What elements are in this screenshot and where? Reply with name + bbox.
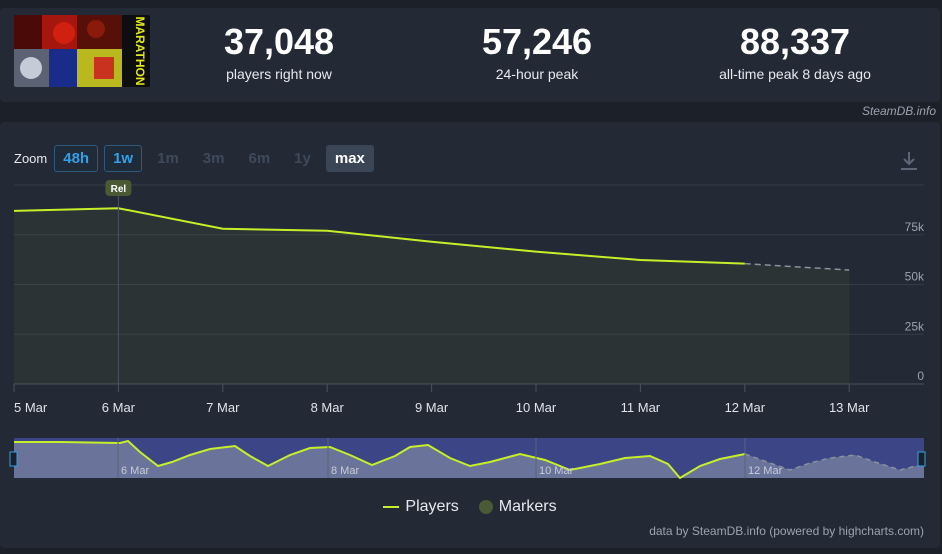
marker-badge <box>105 180 132 196</box>
navigator-tick-label: 8 Mar <box>331 465 359 477</box>
all-time-peak-stat: 88,337 all-time peak 8 days ago <box>675 21 915 83</box>
x-tick-label: 5 Mar <box>14 400 48 415</box>
legend-markers-swatch <box>478 500 493 514</box>
players-now-stat: 37,048 players right now <box>159 21 399 83</box>
navigator-tick-label: 10 Mar <box>539 465 574 477</box>
navigator-projection <box>744 453 925 471</box>
marker-label: Rel <box>111 184 127 195</box>
legend-players[interactable]: Players <box>383 498 459 516</box>
x-tick-label: 12 Mar <box>725 400 766 415</box>
navigator-handle <box>9 451 18 467</box>
legend-markers[interactable]: Markers <box>478 498 557 516</box>
zoom-label: Zoom <box>14 151 48 166</box>
legend-markers-label: Markers <box>498 498 557 515</box>
zoom-1y-button[interactable]: 1y <box>294 150 311 167</box>
players-area <box>14 208 850 384</box>
zoom-max-button[interactable]: max <box>325 145 374 172</box>
x-tick-label: 13 Mar <box>829 400 870 415</box>
x-axis-labels: 5 Mar 6 Mar 7 Mar 8 Mar 9 Mar 10 Mar 11 Mar 12 … <box>14 400 870 415</box>
zoom-controls: Zoom 48h 1w 1m 3m 6m 1y max <box>14 145 380 172</box>
projection-line <box>744 262 850 271</box>
x-tick-label: 6 Mar <box>102 400 136 415</box>
navigator-line <box>14 439 746 480</box>
players-line <box>13 207 745 265</box>
chart-plot: Rel <box>13 180 850 384</box>
x-tick-label: 9 Mar <box>415 400 449 415</box>
players-now-value: 37,048 <box>223 21 335 62</box>
y-tick-label: 0 <box>917 369 924 383</box>
steamdb-credit[interactable]: SteamDB.info <box>861 104 936 118</box>
legend-players-swatch <box>383 506 400 508</box>
y-tick-label: 75k <box>905 220 925 234</box>
download-icon[interactable] <box>898 150 920 172</box>
game-cover-image[interactable]: MARATHON <box>14 15 150 87</box>
y-tick-label: 50k <box>905 270 925 284</box>
x-tick-label: 10 Mar <box>516 400 557 415</box>
navigator: 6 Mar 8 Mar 10 Mar 12 Mar <box>9 438 926 480</box>
chart-legend: Players Markers <box>0 498 940 516</box>
peak-24h-value: 57,246 <box>481 21 593 62</box>
peak-24h-label: 24-hour peak <box>495 66 579 82</box>
peak-24h-stat: 57,246 24-hour peak <box>417 21 657 83</box>
navigator-tick-label: 12 Mar <box>748 465 783 477</box>
zoom-1m-button[interactable]: 1m <box>157 150 179 167</box>
players-now-label: players right now <box>226 66 332 82</box>
zoom-6m-button[interactable]: 6m <box>248 150 271 167</box>
navigator-handle <box>917 451 926 467</box>
zoom-48h-button[interactable]: 48h <box>54 145 99 172</box>
stats-card <box>0 8 940 102</box>
navigator-tick-label: 6 Mar <box>121 465 149 477</box>
y-axis-labels: 0 25k 50k 75k <box>905 220 925 383</box>
all-time-peak-value: 88,337 <box>739 21 851 62</box>
zoom-1w-button[interactable]: 1w <box>104 145 143 172</box>
x-tick-label: 8 Mar <box>311 400 345 415</box>
x-tick-label: 11 Mar <box>621 400 661 415</box>
x-tick-label: 7 Mar <box>206 400 240 415</box>
all-time-peak-label: all-time peak 8 days ago <box>719 66 871 82</box>
zoom-3m-button[interactable]: 3m <box>202 150 225 167</box>
chart-grid <box>13 184 924 392</box>
legend-players-label: Players <box>405 498 459 515</box>
y-tick-label: 25k <box>905 319 925 333</box>
svg-text:MARATHON: MARATHON <box>133 16 147 85</box>
powered-by-credit[interactable]: data by SteamDB.info (powered by highcha… <box>649 524 924 538</box>
